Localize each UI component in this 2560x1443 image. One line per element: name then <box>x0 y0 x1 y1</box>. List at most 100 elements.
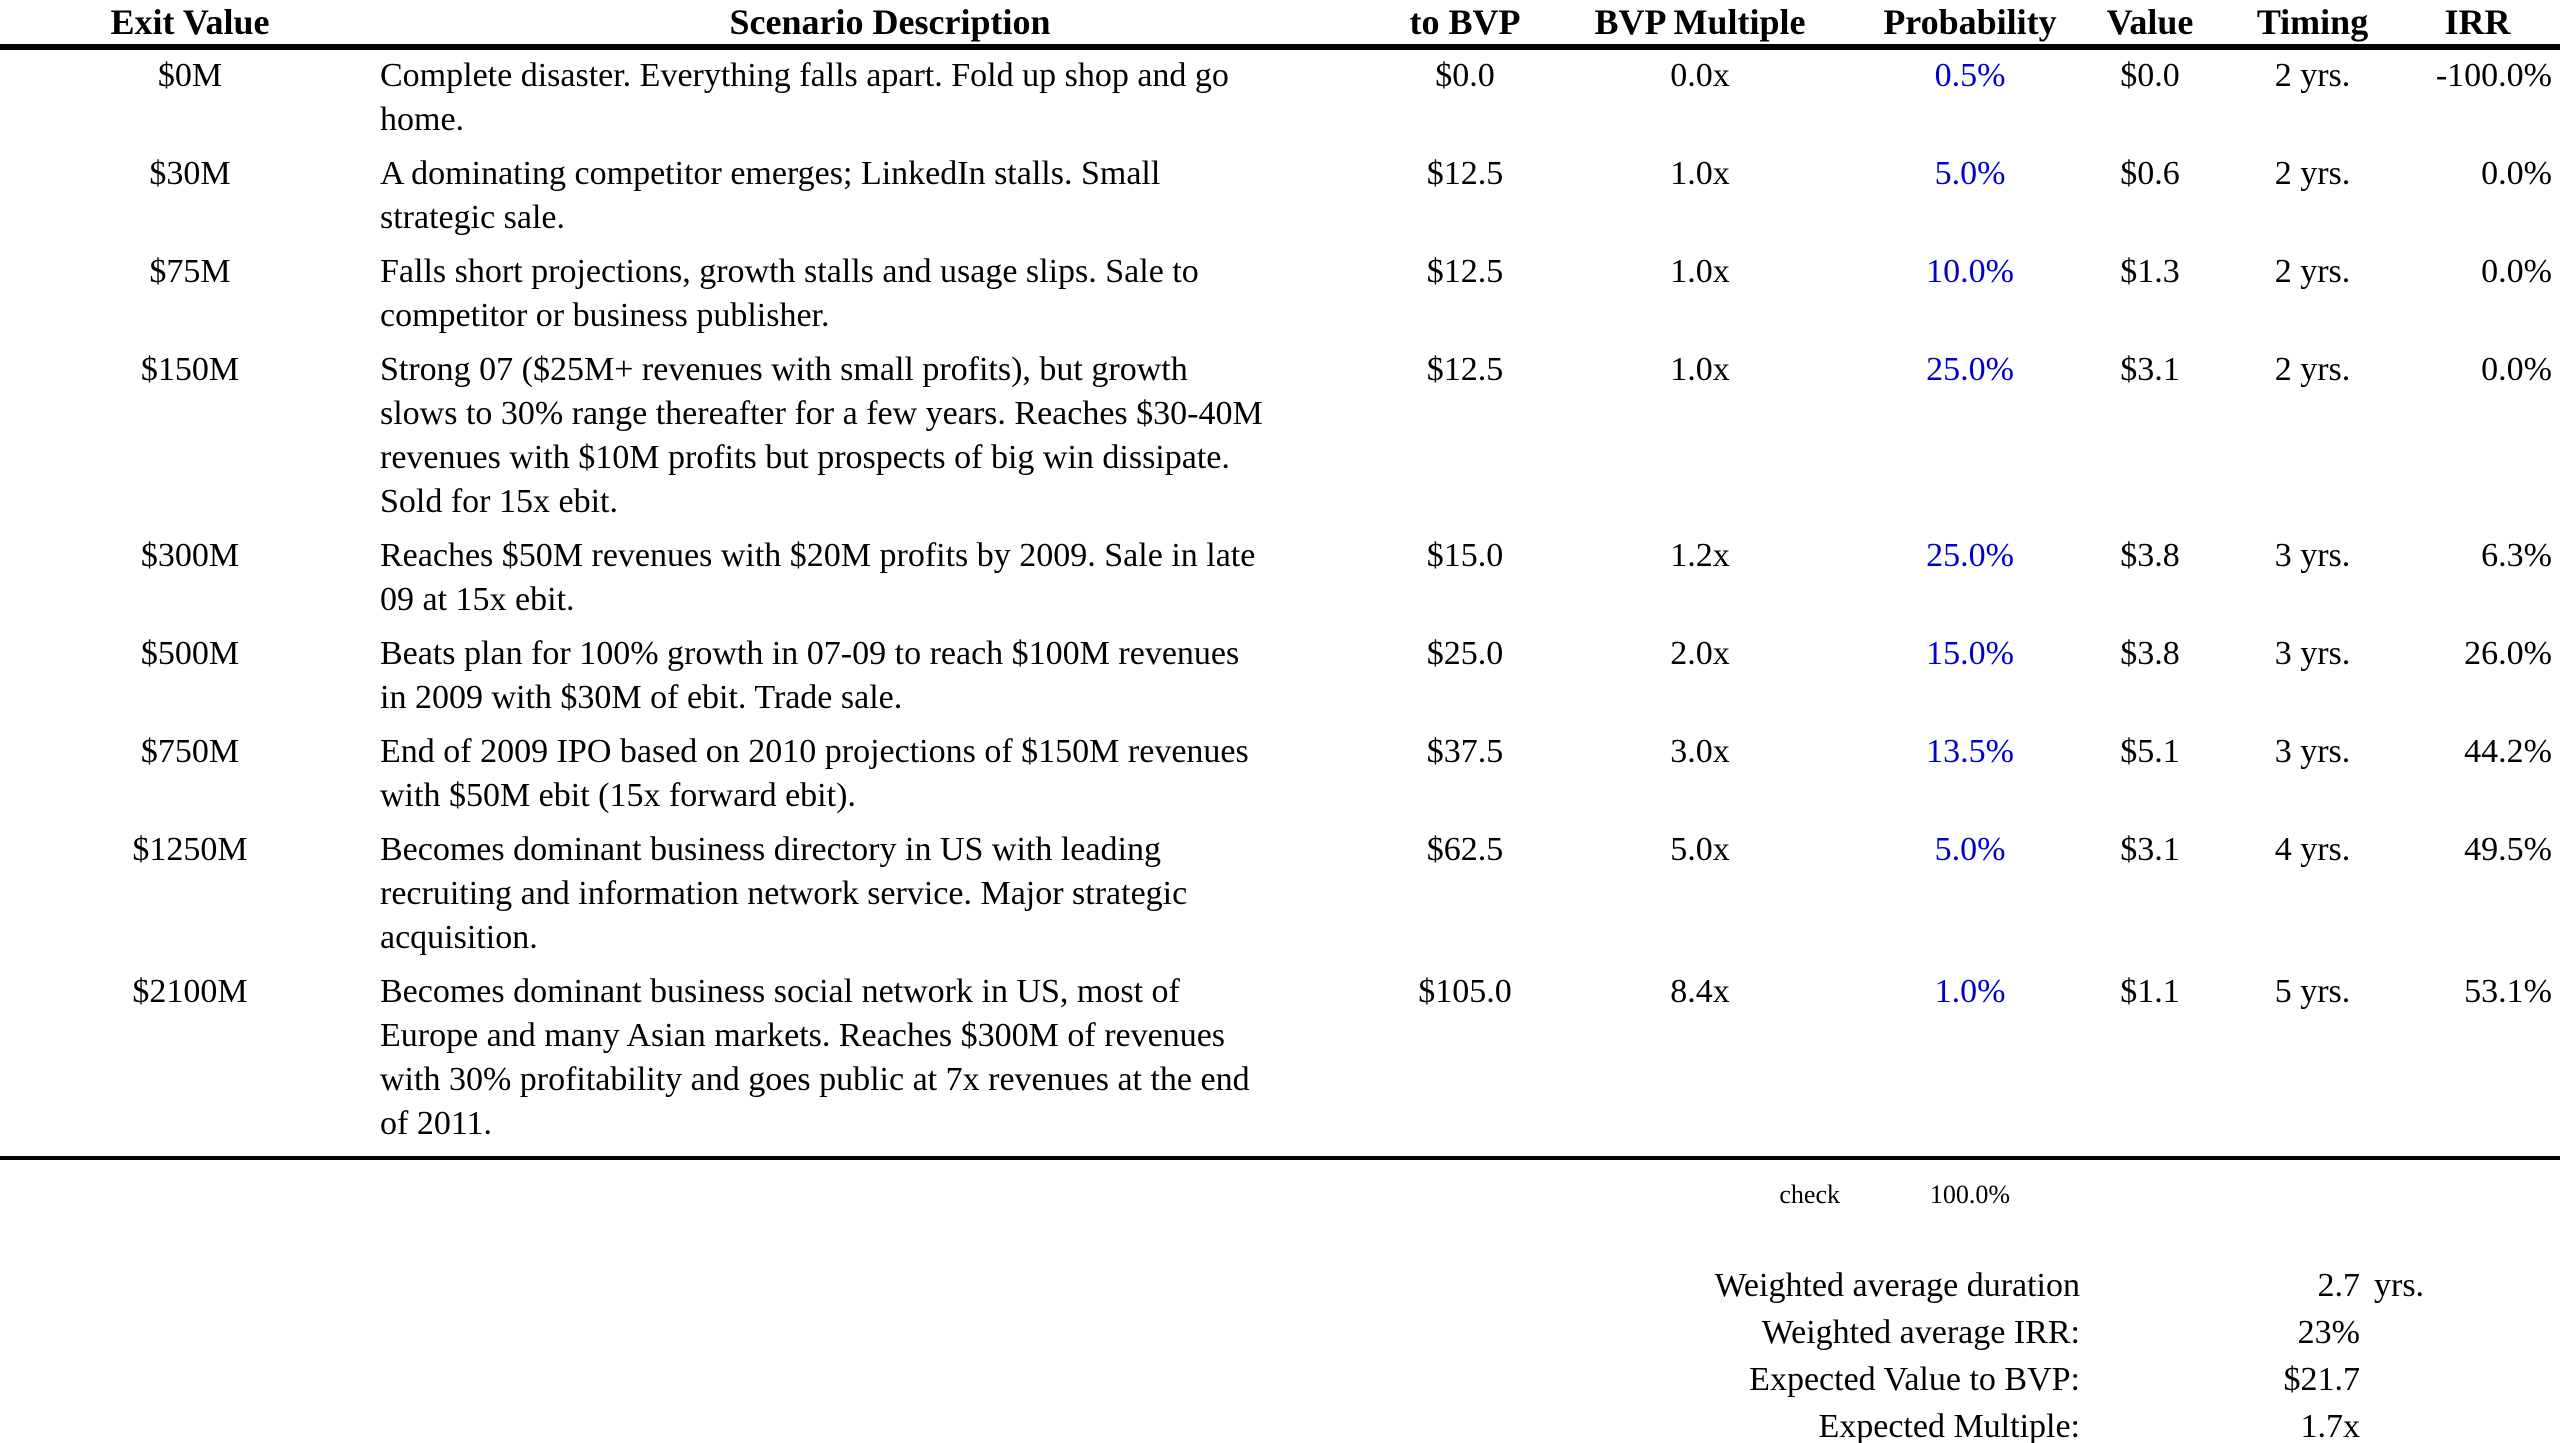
cell-to-bvp: $0.0 <box>1435 57 1495 94</box>
cell-irr: 26.0% <box>2464 635 2552 672</box>
cell-timing: 3 yrs. <box>2274 733 2351 770</box>
cell-bvp-multiple: 0.0x <box>1670 57 1730 94</box>
cell-probability: 25.0% <box>1926 351 2014 388</box>
cell-bvp-multiple: 1.0x <box>1670 155 1730 192</box>
summary-row-weighted-irr: Weighted average IRR: 23% <box>0 1309 2560 1356</box>
cell-probability: 15.0% <box>1926 635 2014 672</box>
summary-value: $21.7 <box>2283 1361 2361 1398</box>
cell-exit-value: $500M <box>140 635 240 672</box>
header-double-rule-line <box>0 46 2560 50</box>
summary-value: 23% <box>2297 1314 2360 1351</box>
col-header-description: Scenario Description <box>380 0 1400 48</box>
cell-description: Beats plan for 100% growth in 07-09 to r… <box>380 635 1240 716</box>
col-header-bvp-multiple: BVP Multiple <box>1530 0 1870 48</box>
cell-timing: 3 yrs. <box>2274 537 2351 574</box>
cell-to-bvp: $37.5 <box>1426 733 1504 770</box>
cell-irr: 0.0% <box>2481 351 2552 388</box>
cell-exit-value: $1250M <box>132 831 248 868</box>
cell-to-bvp: $62.5 <box>1426 831 1504 868</box>
cell-timing: 2 yrs. <box>2274 351 2351 388</box>
cell-value: $3.8 <box>2120 537 2180 574</box>
cell-exit-value: $300M <box>140 537 240 574</box>
summary-label: Expected Multiple: <box>1818 1408 2080 1443</box>
table-row: $1250M Becomes dominant business directo… <box>0 828 2560 970</box>
table-header: Exit Value Scenario Description to BVP B… <box>0 0 2560 50</box>
cell-timing: 2 yrs. <box>2274 57 2351 94</box>
cell-description: Becomes dominant business directory in U… <box>380 831 1188 956</box>
col-header-to-bvp: to BVP <box>1400 0 1530 48</box>
cell-bvp-multiple: 8.4x <box>1530 970 1870 1160</box>
col-header-irr: IRR <box>2395 0 2560 48</box>
cell-bvp-multiple: 1.2x <box>1670 537 1730 574</box>
cell-exit-value: $30M <box>149 155 231 192</box>
cell-bvp-multiple: 5.0x <box>1670 831 1730 868</box>
cell-timing: 4 yrs. <box>2274 831 2351 868</box>
cell-exit-value: $150M <box>140 351 240 388</box>
probability-total: 100.0% <box>1929 1180 2011 1209</box>
cell-irr: 44.2% <box>2464 733 2552 770</box>
col-header-probability: Probability <box>1870 0 2070 48</box>
cell-description: Falls short projections, growth stalls a… <box>380 253 1199 334</box>
cell-timing: 5 yrs. <box>2230 970 2395 1160</box>
cell-probability: 5.0% <box>1934 831 2006 868</box>
cell-to-bvp: $12.5 <box>1426 351 1504 388</box>
cell-description: End of 2009 IPO based on 2010 projection… <box>380 733 1249 814</box>
cell-value: $3.1 <box>2120 351 2180 388</box>
cell-value: $3.1 <box>2120 831 2180 868</box>
cell-to-bvp: $12.5 <box>1426 253 1504 290</box>
summary-value: 1.7x <box>2300 1408 2361 1443</box>
cell-probability: 10.0% <box>1926 253 2014 290</box>
table-row: $750M End of 2009 IPO based on 2010 proj… <box>0 730 2560 828</box>
cell-description: Strong 07 ($25M+ revenues with small pro… <box>380 351 1263 520</box>
scenario-analysis-table: Exit Value Scenario Description to BVP B… <box>0 0 2560 1160</box>
cell-value: $0.6 <box>2120 155 2180 192</box>
cell-to-bvp: $105.0 <box>1400 970 1530 1160</box>
cell-timing: 2 yrs. <box>2274 253 2351 290</box>
cell-bvp-multiple: 1.0x <box>1670 351 1730 388</box>
cell-description: Complete disaster. Everything falls apar… <box>380 57 1229 138</box>
summary-row-expected-value: Expected Value to BVP: $21.7 <box>0 1356 2560 1403</box>
table-row: $2100M Becomes dominant business social … <box>0 970 2560 1160</box>
col-header-exit-value: Exit Value <box>0 0 380 48</box>
cell-value: $0.0 <box>2120 57 2180 94</box>
summary-label: Expected Value to BVP: <box>1749 1361 2080 1398</box>
cell-to-bvp: $12.5 <box>1426 155 1504 192</box>
col-header-value: Value <box>2070 0 2230 48</box>
cell-value: $3.8 <box>2120 635 2180 672</box>
cell-irr: 0.0% <box>2481 155 2552 192</box>
summary-value: 2.7 <box>2317 1267 2361 1304</box>
cell-probability: 25.0% <box>1926 537 2014 574</box>
table-row: $0M Complete disaster. Everything falls … <box>0 49 2560 152</box>
table-row: $30M A dominating competitor emerges; Li… <box>0 152 2560 250</box>
header-row: Exit Value Scenario Description to BVP B… <box>0 0 2560 48</box>
cell-probability: 0.5% <box>1934 57 2006 94</box>
table-body: $0M Complete disaster. Everything falls … <box>0 49 2560 1160</box>
cell-exit-value: $0M <box>157 57 223 94</box>
cell-irr: 49.5% <box>2464 831 2552 868</box>
cell-value: $5.1 <box>2120 733 2180 770</box>
cell-description: Reaches $50M revenues with $20M profits … <box>380 537 1256 618</box>
cell-timing: 3 yrs. <box>2274 635 2351 672</box>
probability-check-row: check 100.0% <box>0 1178 2560 1212</box>
check-label: check <box>1779 1180 1840 1209</box>
summary-value-suffix: yrs. <box>2374 1267 2425 1304</box>
cell-bvp-multiple: 2.0x <box>1670 635 1730 672</box>
summary-row-expected-multiple: Expected Multiple: 1.7x <box>0 1403 2560 1443</box>
cell-irr: -100.0% <box>2435 57 2552 94</box>
cell-bvp-multiple: 1.0x <box>1670 253 1730 290</box>
cell-exit-value: $750M <box>140 733 240 770</box>
summary-block: Weighted average duration 2.7 yrs. Weigh… <box>0 1262 2560 1443</box>
table-row: $150M Strong 07 ($25M+ revenues with sma… <box>0 348 2560 534</box>
col-header-timing: Timing <box>2230 0 2395 48</box>
cell-to-bvp: $25.0 <box>1426 635 1504 672</box>
header-double-rule <box>0 46 2560 50</box>
cell-to-bvp: $15.0 <box>1426 537 1504 574</box>
cell-irr: 53.1% <box>2395 970 2560 1160</box>
cell-value: $1.1 <box>2070 970 2230 1160</box>
summary-label: Weighted average IRR: <box>1761 1314 2080 1351</box>
summary-label: Weighted average duration <box>1714 1267 2080 1304</box>
table-row: $500M Beats plan for 100% growth in 07-0… <box>0 632 2560 730</box>
cell-probability: 5.0% <box>1934 155 2006 192</box>
cell-timing: 2 yrs. <box>2274 155 2351 192</box>
table-row: $300M Reaches $50M revenues with $20M pr… <box>0 534 2560 632</box>
